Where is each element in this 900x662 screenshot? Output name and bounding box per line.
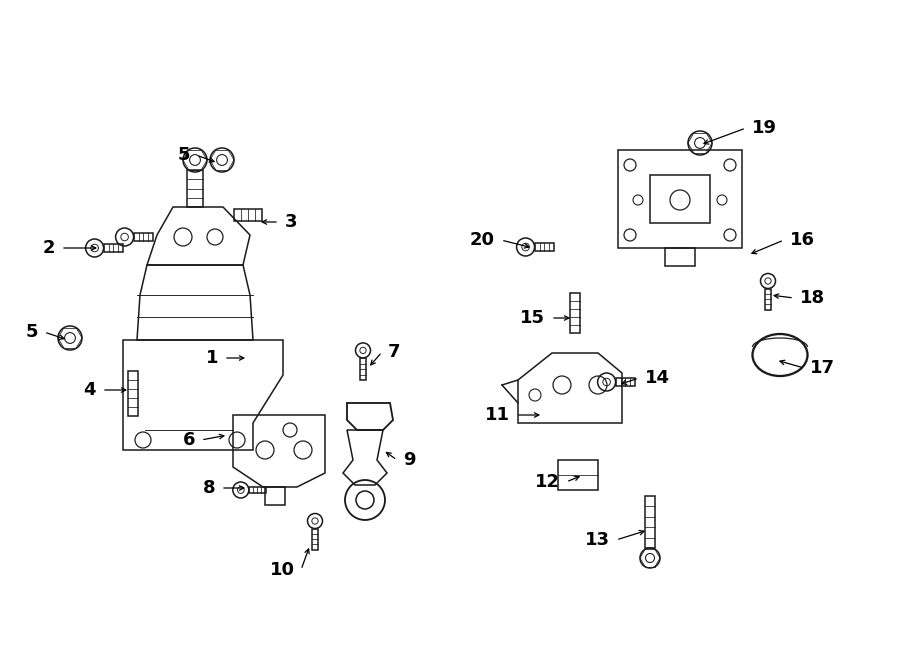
Text: 17: 17 <box>810 359 835 377</box>
Text: 9: 9 <box>403 451 416 469</box>
Text: 6: 6 <box>183 431 195 449</box>
Bar <box>616 378 635 386</box>
Text: 19: 19 <box>752 119 777 137</box>
Bar <box>558 460 598 490</box>
Text: 18: 18 <box>800 289 825 307</box>
Text: 5: 5 <box>177 146 190 164</box>
Bar <box>570 293 580 333</box>
Bar <box>104 244 123 252</box>
Text: 13: 13 <box>585 531 610 549</box>
Text: 3: 3 <box>285 213 298 231</box>
Text: 2: 2 <box>42 239 55 257</box>
Text: 12: 12 <box>535 473 560 491</box>
Text: 7: 7 <box>388 343 400 361</box>
Text: 16: 16 <box>790 231 815 249</box>
Text: 15: 15 <box>520 309 545 327</box>
Bar <box>128 371 138 416</box>
Text: 5: 5 <box>25 323 38 341</box>
Text: 20: 20 <box>470 231 495 249</box>
Bar <box>187 170 203 207</box>
Bar <box>650 175 710 223</box>
Bar <box>535 243 554 251</box>
Bar <box>265 487 285 505</box>
Text: 14: 14 <box>645 369 670 387</box>
Bar <box>665 248 695 266</box>
Bar <box>360 358 366 380</box>
Bar <box>645 496 655 548</box>
Text: 1: 1 <box>205 349 218 367</box>
Text: 10: 10 <box>270 561 295 579</box>
Bar <box>248 487 266 493</box>
Bar <box>618 150 742 248</box>
Text: 4: 4 <box>84 381 96 399</box>
Bar <box>765 289 771 310</box>
Bar <box>133 233 153 241</box>
Text: 11: 11 <box>485 406 510 424</box>
Bar <box>234 209 262 221</box>
Text: 8: 8 <box>202 479 215 497</box>
Bar <box>312 528 319 549</box>
